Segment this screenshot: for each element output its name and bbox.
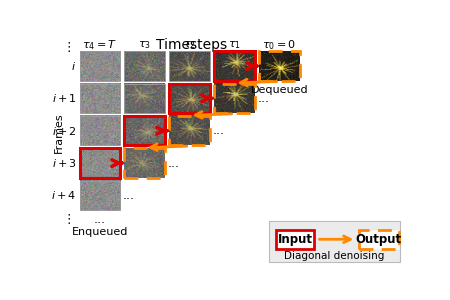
Bar (214, 84, 255, 113)
Bar (169, 116, 210, 145)
Text: Timesteps: Timesteps (156, 38, 227, 52)
Bar (169, 84, 210, 113)
Text: Diagonal denoising: Diagonal denoising (284, 251, 385, 261)
Text: ⋮: ⋮ (63, 41, 75, 54)
Text: $\tau_4 = T$: $\tau_4 = T$ (82, 38, 117, 52)
Bar (125, 148, 165, 178)
Bar (80, 181, 120, 210)
Bar (80, 51, 120, 81)
Bar (125, 84, 165, 113)
Text: $\tau_2$: $\tau_2$ (183, 39, 196, 51)
Text: $i+1$: $i+1$ (52, 92, 76, 104)
Bar (270, 221, 400, 262)
Bar (80, 116, 120, 145)
Bar (125, 116, 165, 145)
Text: ...: ... (258, 92, 270, 105)
Text: $i$: $i$ (72, 60, 76, 72)
Text: Input: Input (278, 233, 312, 246)
Text: $\tau_3$: $\tau_3$ (138, 39, 151, 51)
Text: $\tau_1$: $\tau_1$ (228, 39, 241, 51)
Bar (214, 51, 255, 81)
Bar (80, 84, 120, 113)
Text: ...: ... (94, 213, 106, 226)
Bar (275, 230, 315, 248)
Bar (259, 51, 300, 81)
Text: ⋮: ⋮ (63, 213, 75, 226)
Text: Frames: Frames (54, 112, 64, 153)
Text: ...: ... (168, 157, 180, 169)
Bar (125, 51, 165, 81)
Text: $i+4$: $i+4$ (51, 189, 76, 201)
Bar (359, 230, 399, 248)
Bar (80, 148, 120, 178)
Text: ...: ... (213, 124, 225, 137)
Text: Dequeued: Dequeued (251, 85, 308, 95)
Text: $i+2$: $i+2$ (52, 125, 76, 137)
Text: Enqueued: Enqueued (72, 226, 128, 237)
Text: ...: ... (123, 189, 135, 202)
Text: $i+3$: $i+3$ (52, 157, 76, 169)
Text: Output: Output (356, 233, 402, 246)
Bar (169, 51, 210, 81)
Text: $\tau_0 = 0$: $\tau_0 = 0$ (262, 38, 297, 52)
